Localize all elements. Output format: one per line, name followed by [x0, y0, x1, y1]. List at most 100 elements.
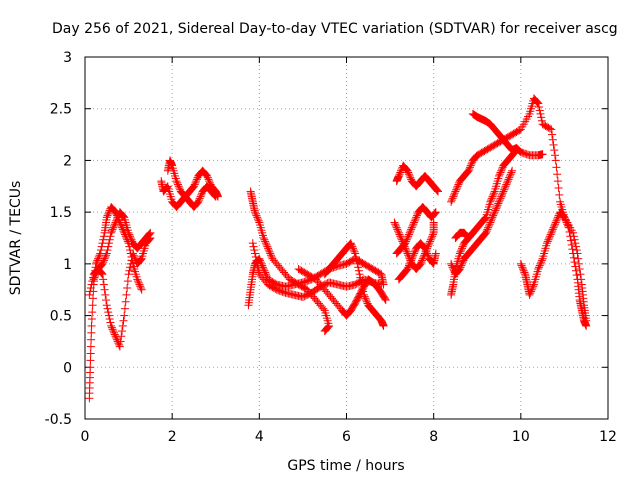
data-point — [417, 258, 426, 267]
data-point — [204, 175, 213, 184]
data-point — [448, 194, 457, 203]
data-point — [87, 315, 96, 324]
data-point — [391, 221, 400, 230]
data-point — [483, 225, 492, 234]
data-point — [262, 240, 271, 249]
series-arc16 — [447, 94, 591, 325]
data-point — [570, 235, 579, 244]
data-point — [116, 337, 125, 346]
data-point — [163, 183, 172, 192]
data-point — [348, 242, 357, 251]
data-point — [431, 209, 440, 218]
data-point — [552, 216, 561, 225]
data-point — [105, 235, 114, 244]
data-point — [411, 215, 420, 224]
data-point — [117, 221, 126, 230]
data-point — [488, 213, 497, 222]
data-point — [553, 177, 562, 186]
data-point — [174, 182, 183, 191]
data-point — [91, 270, 100, 279]
data-point — [125, 266, 134, 275]
data-point — [396, 168, 405, 177]
data-point — [427, 234, 436, 242]
series-arc1 — [85, 202, 146, 403]
data-point — [535, 106, 544, 115]
data-point — [103, 246, 112, 255]
data-point — [119, 227, 128, 236]
data-point — [447, 197, 456, 206]
data-point — [550, 220, 559, 229]
data-point — [123, 277, 132, 286]
data-point — [107, 323, 116, 332]
data-point — [434, 187, 443, 196]
data-point — [110, 330, 119, 339]
data-point — [449, 192, 458, 201]
data-point — [404, 261, 413, 270]
data-point — [129, 251, 138, 260]
data-point — [107, 321, 116, 330]
data-point — [455, 249, 464, 258]
data-point — [537, 116, 546, 125]
data-point — [110, 328, 119, 337]
data-point — [409, 220, 418, 229]
data-point — [191, 178, 200, 187]
data-point — [394, 171, 403, 180]
data-point — [110, 221, 119, 230]
data-point — [98, 259, 107, 268]
data-point — [117, 332, 126, 341]
data-point — [104, 311, 113, 320]
data-point — [543, 237, 552, 246]
data-point — [458, 258, 467, 267]
data-point — [211, 191, 220, 200]
data-point — [403, 166, 412, 175]
data-point — [87, 280, 96, 289]
data-point — [487, 215, 496, 224]
data-point — [102, 213, 111, 222]
data-point — [85, 290, 94, 299]
data-point — [360, 292, 369, 301]
data-point — [428, 232, 437, 241]
data-point — [487, 196, 496, 205]
data-point — [497, 165, 506, 174]
data-point — [511, 147, 520, 156]
data-point — [261, 237, 270, 246]
data-point — [495, 171, 504, 180]
data-point — [321, 326, 330, 335]
x-tick-label: 12 — [599, 429, 617, 445]
data-point — [501, 182, 510, 191]
data-point — [554, 184, 563, 193]
data-point — [266, 251, 275, 260]
data-point — [125, 230, 134, 239]
data-point — [528, 283, 537, 292]
data-point — [412, 211, 421, 220]
data-point — [90, 273, 99, 282]
data-point — [548, 225, 557, 234]
data-point — [416, 259, 425, 268]
data-point — [542, 239, 551, 248]
data-point — [352, 256, 361, 265]
data-point — [109, 327, 118, 336]
data-point — [422, 247, 431, 256]
data-point — [450, 189, 459, 198]
data-point — [489, 209, 498, 218]
data-point — [403, 234, 412, 242]
data-point — [86, 349, 95, 358]
data-point — [124, 270, 133, 279]
data-point — [482, 227, 491, 236]
data-point — [260, 235, 269, 244]
y-axis-label: SDTVAR / TECUs — [8, 181, 24, 296]
x-tick-label: 10 — [512, 429, 530, 445]
data-point — [404, 168, 413, 177]
data-point — [407, 225, 416, 234]
data-point — [500, 184, 509, 193]
data-point — [359, 287, 368, 296]
data-point — [495, 170, 504, 179]
data-point — [537, 256, 546, 265]
series-arc5 — [157, 177, 220, 211]
data-point — [574, 254, 583, 263]
data-point — [99, 256, 108, 265]
data-point — [252, 211, 261, 220]
data-point — [322, 325, 331, 334]
data-point — [564, 221, 573, 230]
data-point — [109, 223, 118, 232]
